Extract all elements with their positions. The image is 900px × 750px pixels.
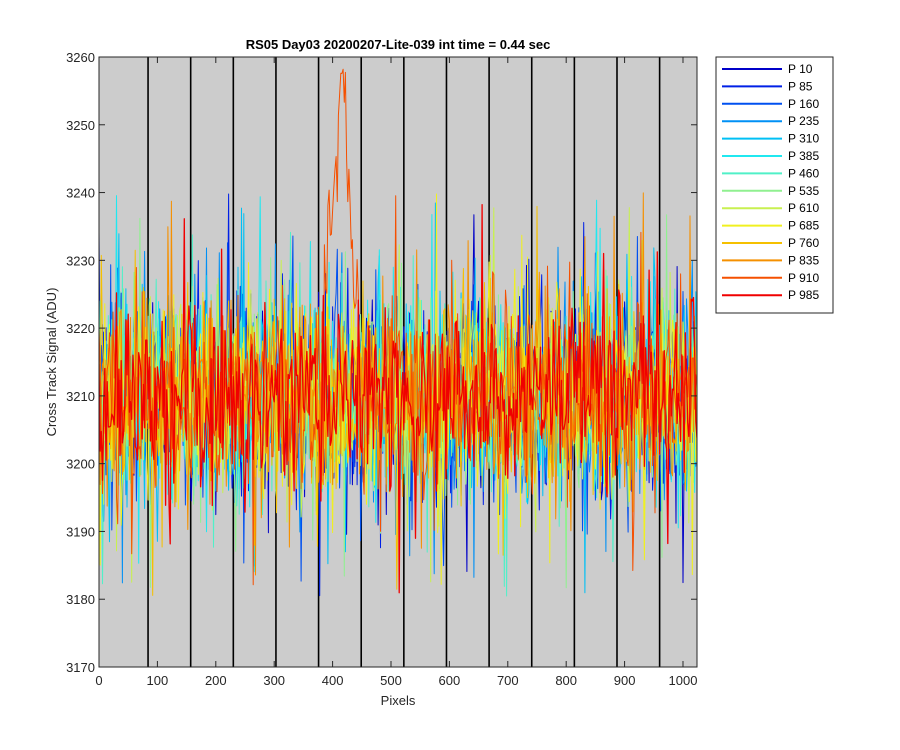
legend-label: P 610 xyxy=(788,201,819,215)
legend-label: P 10 xyxy=(788,62,813,76)
legend-label: P 535 xyxy=(788,184,819,198)
y-tick-label: 3260 xyxy=(66,50,95,65)
legend-label: P 985 xyxy=(788,288,819,302)
legend-label: P 460 xyxy=(788,166,819,180)
legend: P 10 P 85 P 160 P 235 P 310 P 385 P 460 P 535 P … xyxy=(715,56,834,314)
legend-label: P 85 xyxy=(788,79,813,93)
x-tick-label: 0 xyxy=(95,673,102,688)
x-tick-label: 500 xyxy=(380,673,402,688)
x-tick-label: 900 xyxy=(614,673,636,688)
x-axis: 0 100 200 300 400 500 600 700 800 900 1000 xyxy=(95,57,697,688)
y-axis: 3170 3180 3190 3200 3210 3220 3230 3240 3250 3260 xyxy=(66,50,697,675)
legend-label: P 310 xyxy=(788,132,819,146)
y-tick-label: 3180 xyxy=(66,592,95,607)
legend-label: P 685 xyxy=(788,219,819,233)
series-line-p-985 xyxy=(99,204,697,594)
x-tick-label: 800 xyxy=(555,673,577,688)
y-axis-label: Cross Track Signal (ADU) xyxy=(44,288,59,437)
y-tick-label: 3200 xyxy=(66,457,95,472)
y-tick-label: 3210 xyxy=(66,389,95,404)
x-tick-label: 200 xyxy=(205,673,227,688)
x-tick-label: 700 xyxy=(497,673,519,688)
series-lines xyxy=(99,68,697,597)
y-tick-label: 3170 xyxy=(66,660,95,675)
x-tick-label: 400 xyxy=(322,673,344,688)
legend-box xyxy=(715,56,834,314)
x-tick-label: 1000 xyxy=(669,673,698,688)
plot-frame xyxy=(98,56,698,668)
x-tick-label: 100 xyxy=(147,673,169,688)
y-tick-label: 3250 xyxy=(66,118,95,133)
x-tick-label: 600 xyxy=(439,673,461,688)
y-tick-label: 3240 xyxy=(66,186,95,201)
y-tick-label: 3190 xyxy=(66,524,95,539)
legend-label: P 385 xyxy=(788,149,819,163)
x-axis-label: Pixels xyxy=(381,693,416,708)
y-tick-label: 3220 xyxy=(66,321,95,336)
legend-label: P 835 xyxy=(788,253,819,267)
legend-label: P 910 xyxy=(788,271,819,285)
chart-title: RS05 Day03 20200207-Lite-039 int time = … xyxy=(246,37,551,52)
legend-label: P 235 xyxy=(788,114,819,128)
y-tick-label: 3230 xyxy=(66,253,95,268)
x-tick-label: 300 xyxy=(263,673,285,688)
legend-label: P 760 xyxy=(788,236,819,250)
legend-label: P 160 xyxy=(788,97,819,111)
